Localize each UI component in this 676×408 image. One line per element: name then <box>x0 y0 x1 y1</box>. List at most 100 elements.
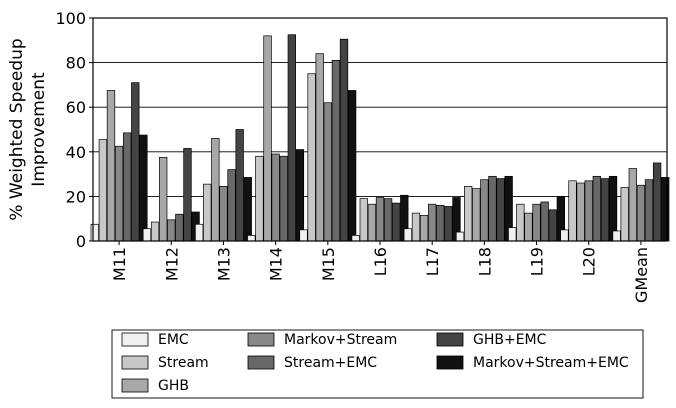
x-tick-label: M12 <box>162 247 181 281</box>
x-axis-ticks: M11 M12 M13 M14 M15 L16 L17 L18 L19 L20 GMean <box>110 241 651 303</box>
legend-label: GHB <box>158 378 189 394</box>
bar <box>472 188 481 242</box>
bar <box>219 186 228 242</box>
bar <box>235 129 244 242</box>
bar <box>661 177 670 242</box>
bar <box>263 35 272 242</box>
bar <box>560 229 569 242</box>
legend-label: Markov+Stream <box>284 332 397 348</box>
y-tick-label: 40 <box>66 143 86 162</box>
bar <box>652 162 662 242</box>
bar <box>247 235 256 242</box>
bar <box>444 206 453 242</box>
bar <box>114 145 124 242</box>
bar <box>644 179 654 242</box>
bar <box>532 203 541 242</box>
x-tick-label: M15 <box>319 247 338 281</box>
bar <box>411 212 421 242</box>
y-tick-label: 60 <box>66 98 86 117</box>
bar <box>106 90 116 242</box>
bar <box>203 183 212 242</box>
legend-label: Stream <box>158 355 209 371</box>
bar <box>428 203 437 242</box>
bar <box>307 73 316 242</box>
bar <box>142 228 152 242</box>
bar <box>480 179 489 242</box>
legend-box <box>111 329 644 399</box>
bar <box>508 227 517 242</box>
legend-label: Markov+Stream+EMC <box>473 355 629 371</box>
y-axis-title: % Weighted Speedup Improvement <box>7 38 49 220</box>
bar <box>359 198 368 242</box>
bar <box>464 186 473 242</box>
bar <box>255 155 264 242</box>
bar <box>403 228 413 242</box>
legend-label: Stream+EMC <box>284 355 377 371</box>
bar <box>139 134 148 242</box>
bar <box>351 235 360 242</box>
bar <box>279 155 288 242</box>
bar <box>516 203 525 242</box>
legend-swatch <box>436 332 464 347</box>
y-axis-title-line: % Weighted Speedup <box>7 38 27 220</box>
x-tick-label: L17 <box>423 247 442 276</box>
bar <box>496 178 505 242</box>
y-tick-label: 0 <box>76 232 86 251</box>
bar <box>392 202 401 242</box>
bar <box>375 197 385 242</box>
legend-label: EMC <box>158 332 189 348</box>
y-axis-ticks: 0 20 40 60 80 100 <box>55 9 93 251</box>
y-axis-title-line: Improvement <box>29 72 49 187</box>
x-tick-label: L19 <box>528 247 547 276</box>
bar <box>367 203 377 242</box>
legend-swatch <box>121 332 149 347</box>
x-tick-label: L20 <box>580 247 599 276</box>
y-tick-label: 20 <box>66 187 86 206</box>
bar <box>636 184 646 242</box>
bar <box>159 157 168 242</box>
bar <box>175 213 184 242</box>
bar <box>339 38 349 242</box>
bar <box>383 198 393 242</box>
bar <box>455 231 465 242</box>
bar <box>612 230 621 242</box>
bar <box>576 182 585 242</box>
bar <box>243 177 252 242</box>
bar <box>183 148 192 242</box>
bar <box>628 168 637 242</box>
bar <box>123 132 132 242</box>
legend-swatch <box>247 332 275 347</box>
bar <box>90 223 99 242</box>
legend: EMC Markov+Stream GHB+EMC Stream Stream+EMC M… <box>111 329 644 399</box>
bar <box>150 221 160 242</box>
x-tick-label: GMean <box>632 247 651 303</box>
bar <box>331 60 341 242</box>
legend-label: GHB+EMC <box>473 332 547 348</box>
x-tick-label: L18 <box>475 247 494 276</box>
bar <box>211 138 220 242</box>
legend-swatch <box>247 355 275 370</box>
bar <box>315 53 324 242</box>
bar <box>227 169 236 242</box>
x-tick-label: M11 <box>110 247 129 281</box>
bar <box>584 180 593 242</box>
bar <box>195 223 204 242</box>
bar <box>548 209 557 242</box>
bar <box>167 219 176 242</box>
bar <box>299 229 308 242</box>
bar <box>600 178 610 242</box>
bars <box>90 34 670 242</box>
bar <box>568 180 577 242</box>
x-tick-label: M13 <box>214 247 233 281</box>
bar <box>488 175 497 242</box>
bar <box>436 204 445 242</box>
bar <box>98 139 108 242</box>
y-tick-label: 80 <box>66 54 86 73</box>
bar <box>287 34 296 242</box>
x-tick-label: L16 <box>371 247 390 276</box>
legend-swatch <box>121 355 149 370</box>
gridlines <box>93 62 667 197</box>
bar <box>295 149 305 242</box>
bar <box>323 102 332 242</box>
bar <box>419 215 429 242</box>
